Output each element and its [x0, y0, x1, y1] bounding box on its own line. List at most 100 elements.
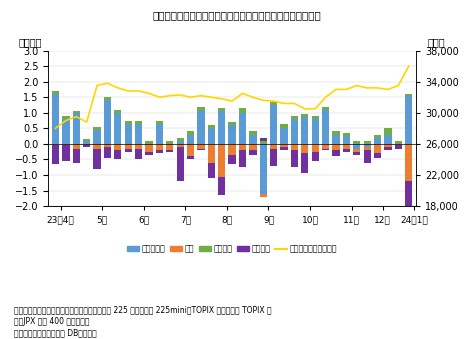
Bar [197, 106, 205, 111]
Bar [104, 147, 111, 158]
Bar [114, 144, 121, 150]
Bar [146, 141, 153, 144]
Bar [384, 147, 392, 150]
Bar [93, 144, 100, 148]
Bar [311, 144, 319, 152]
Bar [343, 144, 350, 148]
Bar [270, 144, 277, 148]
Bar [83, 139, 90, 141]
Bar [332, 150, 339, 156]
Bar [239, 108, 246, 113]
Bar [364, 150, 371, 162]
Text: （資料）ニッセイ基礎研 DBから作成: （資料）ニッセイ基礎研 DBから作成 [14, 329, 97, 338]
Bar [301, 153, 309, 174]
Bar [374, 144, 381, 153]
Bar [104, 144, 111, 147]
Bar [322, 148, 329, 150]
Bar [114, 109, 121, 113]
Bar [343, 136, 350, 144]
Bar [395, 141, 402, 144]
Bar [176, 144, 184, 147]
Bar [208, 125, 215, 128]
Bar [197, 148, 205, 150]
Bar [125, 148, 132, 152]
Bar [104, 100, 111, 144]
Bar [52, 144, 59, 145]
Bar [384, 144, 392, 147]
Bar [364, 141, 371, 144]
Bar [270, 105, 277, 144]
Bar [208, 128, 215, 144]
Bar [228, 122, 236, 125]
Bar [197, 111, 205, 144]
Bar [125, 121, 132, 124]
Bar [281, 128, 288, 144]
Bar [166, 144, 173, 145]
Text: （円）: （円） [428, 37, 446, 47]
Bar [83, 141, 90, 144]
Bar [374, 135, 381, 138]
Bar [228, 155, 236, 164]
Bar [135, 124, 142, 144]
Bar [176, 141, 184, 144]
Bar [73, 148, 80, 162]
Bar [93, 148, 100, 169]
Bar [93, 127, 100, 130]
Bar [301, 114, 309, 117]
Bar [156, 124, 163, 144]
Bar [187, 144, 194, 156]
Bar [322, 106, 329, 109]
Bar [332, 135, 339, 144]
Bar [93, 130, 100, 144]
Bar [73, 111, 80, 113]
Bar [135, 148, 142, 159]
Bar [322, 144, 329, 148]
Bar [156, 121, 163, 124]
Bar [249, 150, 256, 155]
Bar [62, 116, 70, 119]
Bar [343, 133, 350, 136]
Bar [218, 111, 225, 144]
Bar [332, 132, 339, 135]
Bar [311, 152, 319, 161]
Bar [374, 153, 381, 158]
Bar [301, 144, 309, 153]
Bar [187, 132, 194, 135]
Bar [249, 144, 256, 150]
Bar [104, 97, 111, 100]
Bar [156, 150, 163, 153]
Bar [187, 156, 194, 159]
Bar [260, 144, 267, 194]
Bar [125, 124, 132, 144]
Bar [208, 162, 215, 178]
Bar [176, 147, 184, 181]
Bar [395, 145, 402, 148]
Text: 物、JPX 日経 400 先物の合計: 物、JPX 日経 400 先物の合計 [14, 317, 90, 326]
Bar [260, 138, 267, 141]
Text: 図表１　主な週次投賄部門別売買動向と日経平均株価の推移: 図表１ 主な週次投賄部門別売買動向と日経平均株価の推移 [153, 10, 321, 20]
Bar [281, 147, 288, 150]
Bar [62, 119, 70, 144]
Bar [281, 124, 288, 128]
Bar [146, 152, 153, 155]
Bar [52, 91, 59, 94]
Bar [364, 144, 371, 147]
Bar [135, 144, 142, 148]
Bar [146, 144, 153, 145]
Bar [125, 144, 132, 148]
Bar [208, 144, 215, 162]
Bar [228, 125, 236, 144]
Bar [156, 144, 163, 150]
Bar [83, 144, 90, 145]
Bar [281, 144, 288, 147]
Bar [62, 145, 70, 161]
Bar [311, 116, 319, 119]
Bar [187, 135, 194, 144]
Bar [291, 144, 298, 150]
Bar [301, 117, 309, 144]
Bar [218, 108, 225, 111]
Bar [166, 145, 173, 150]
Bar [260, 194, 267, 197]
Bar [218, 144, 225, 177]
Bar [166, 141, 173, 144]
